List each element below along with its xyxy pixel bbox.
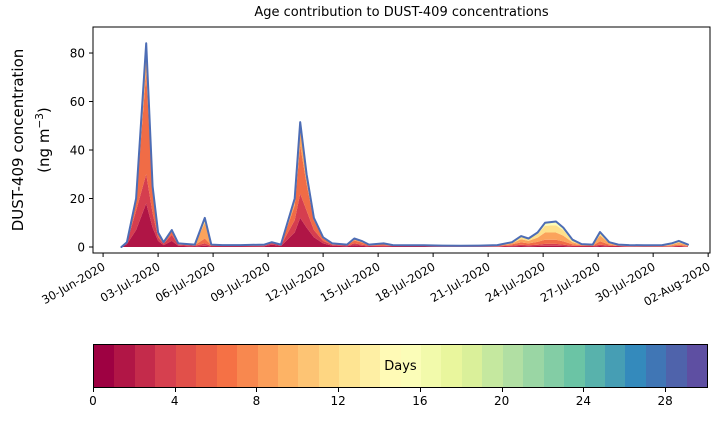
x-tick-label: 24-Jul-2020 [483,259,548,304]
colorbar-segment [400,345,421,387]
total-concentration-line [120,42,689,248]
colorbar-segment [257,345,278,387]
colorbar-tick-mark [419,388,421,392]
colorbar-tick-mark [93,388,94,392]
colorbar-tick-label: 24 [575,394,592,408]
plot-border [92,26,711,254]
colorbar-tick-mark [338,388,340,392]
colorbar-segment [523,345,544,387]
colorbar: Days 0 4 8 12 16 20 24 28 [89,344,708,414]
age-layer-14-18-days [121,43,688,247]
colorbar-segment [277,345,299,387]
colorbar-segment [134,345,156,387]
colorbar-tick-label: 28 [657,394,673,408]
colorbar-segment [175,345,197,387]
colorbar-tick-mark [583,388,585,392]
x-tick-label: 15-Jul-2020 [318,259,383,304]
chart-title: Age contribution to DUST-409 concentrati… [254,5,549,20]
plot-area: 0 20 40 60 80 30-Jun-202003-Jul-202006-Jul-20… [39,26,713,309]
colorbar-tick-label: 8 [252,394,261,408]
colorbar-segment [318,345,340,387]
colorbar-segment [298,345,319,387]
colorbar-segment [502,345,524,387]
age-layer-7-10-days [121,50,688,247]
colorbar-tick-label: 4 [170,394,179,408]
colorbar-segment [421,345,442,387]
colorbar-segment [584,345,605,387]
colorbar-tick-label: 16 [412,394,428,408]
x-tick-label: 18-Jul-2020 [373,259,438,304]
colorbar-segment [196,345,217,387]
colorbar-tick-mark [174,388,176,392]
colorbar-segment [686,345,708,387]
colorbar-segment [237,345,258,387]
colorbar-segment [543,345,565,387]
x-tick-label: 06-Jul-2020 [153,259,218,304]
colorbar-gradient [93,344,708,388]
y-tick-label: 80 [70,47,85,61]
colorbar-segment [666,345,687,387]
colorbar-segment [564,345,585,387]
x-tick-label: 27-Jul-2020 [538,259,603,304]
y-tick-label: 60 [70,95,85,109]
colorbar-tick-mark [501,388,503,392]
colorbar-tick-mark [256,388,258,392]
y-tick-label: 20 [70,192,85,206]
y-tick-label: 0 [77,241,85,255]
colorbar-segment [155,345,176,387]
x-tick-label: 03-Jul-2020 [98,259,163,304]
x-tick-label: 21-Jul-2020 [428,259,493,304]
colorbar-tick-label: 0 [89,394,97,408]
colorbar-segment [380,345,401,387]
x-tick-label: 09-Jul-2020 [208,259,273,304]
colorbar-segment [359,345,381,387]
colorbar-tick-label: 20 [494,394,510,408]
colorbar-segment [114,345,135,387]
colorbar-segment [339,345,360,387]
colorbar-segment [216,345,238,387]
colorbar-tick-label: 12 [330,394,346,408]
x-tick-label: 12-Jul-2020 [263,259,328,304]
colorbar-segment [94,345,115,387]
colorbar-tick-mark [665,388,667,392]
colorbar-segment [625,345,646,387]
colorbar-segment [645,345,667,387]
colorbar-segment [482,345,503,387]
colorbar-segment [461,345,483,387]
y-tick-label: 40 [70,144,85,158]
colorbar-segment [441,345,462,387]
age-layer-10-14-days [121,43,688,247]
colorbar-segment [604,345,626,387]
x-tick-label: 30-Jun-2020 [39,259,107,307]
